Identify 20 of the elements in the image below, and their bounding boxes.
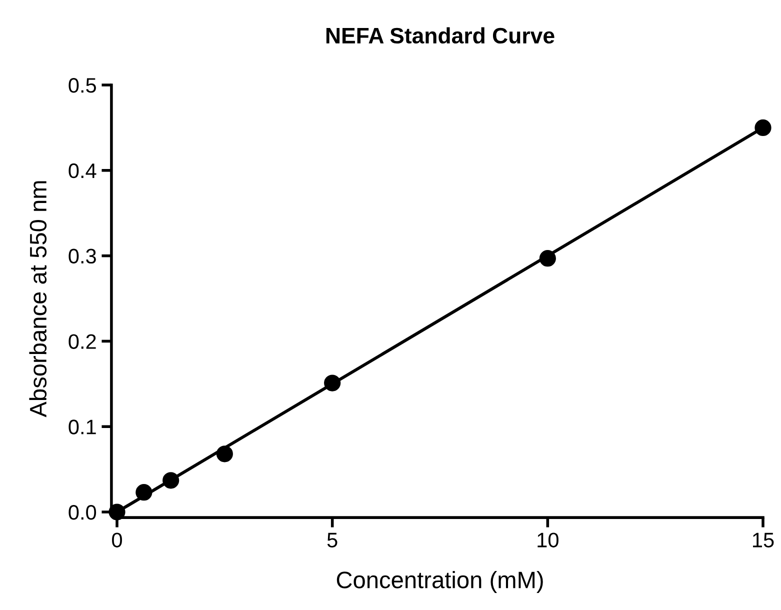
y-tick-label: 0.4 (68, 163, 96, 178)
x-tick-label: 15 (753, 532, 774, 548)
y-tick-label: 0.3 (68, 248, 96, 264)
point (754, 119, 772, 136)
y-axis-title: Absorbance at 550 nm (29, 181, 47, 418)
point (162, 472, 180, 489)
x-tick-label: 0 (112, 532, 122, 548)
chart-title: NEFA Standard Curve (326, 27, 554, 44)
x-tick-label: 10 (538, 532, 558, 548)
y-tick-label: 0.2 (68, 334, 96, 349)
x-axis-title: Concentration (mM) (336, 571, 543, 594)
point (108, 504, 126, 520)
y-tick-label: 0.0 (68, 505, 96, 520)
point (324, 374, 341, 392)
point (539, 250, 556, 267)
y-tick-label: 0.5 (68, 78, 96, 93)
point (216, 446, 233, 462)
x-tick-label: 5 (327, 532, 338, 548)
point (136, 484, 152, 501)
y-tick-label: 0.1 (68, 420, 96, 434)
